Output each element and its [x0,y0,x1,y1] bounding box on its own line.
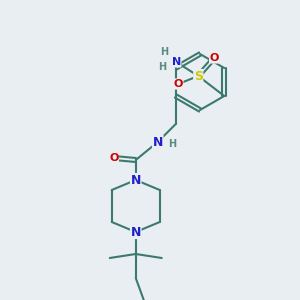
Text: S: S [194,70,203,83]
Text: H: H [168,139,176,149]
Text: H: H [160,47,168,57]
Text: H: H [158,62,166,72]
Text: O: O [210,53,219,63]
Text: N: N [153,136,163,148]
Text: O: O [174,79,183,89]
Text: O: O [109,153,119,163]
Text: N: N [172,57,181,67]
Text: N: N [130,226,141,238]
Text: N: N [130,173,141,187]
